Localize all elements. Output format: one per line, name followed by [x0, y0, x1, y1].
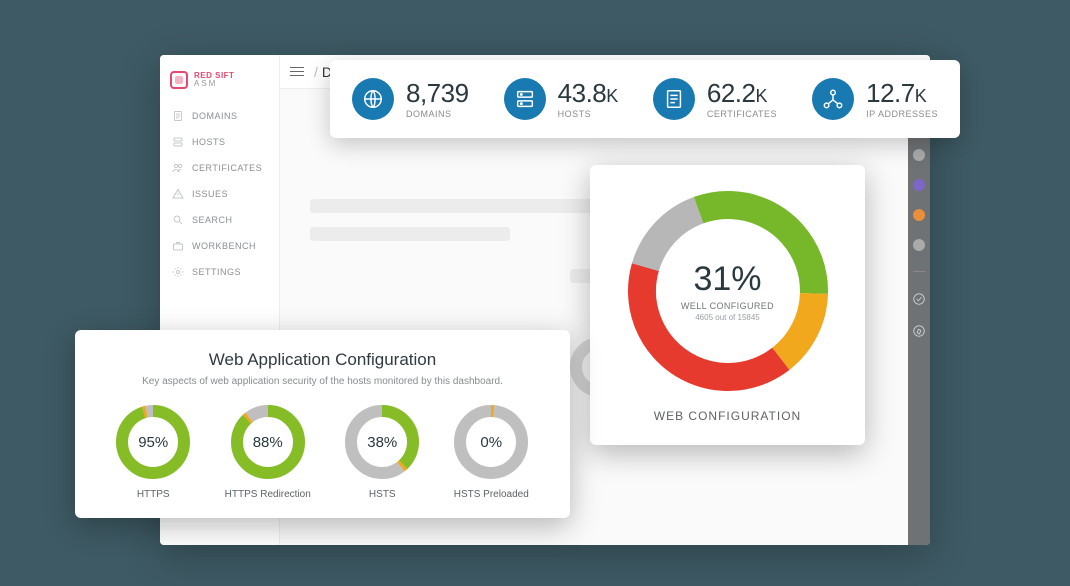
wac-item-3: 0% HSTS Preloaded — [454, 405, 529, 500]
rail-separator — [913, 271, 925, 272]
rail-dot-2[interactable] — [913, 179, 925, 191]
wac-donut: 38% — [345, 405, 419, 479]
metric-label: IP ADDRESSES — [866, 110, 938, 119]
menu-toggle-icon[interactable] — [290, 67, 304, 77]
wac-label: HSTS — [369, 489, 396, 500]
sidebar-item-label: CERTIFICATES — [192, 163, 262, 173]
wc-center-line1: WELL CONFIGURED — [681, 301, 774, 311]
sidebar-item-certificates[interactable]: CERTIFICATES — [160, 155, 279, 181]
network-icon — [822, 88, 844, 110]
wac-item-2: 38% HSTS — [345, 405, 419, 500]
globe-icon — [362, 88, 384, 110]
hosts-icon — [172, 136, 184, 148]
wac-percent: 38% — [345, 405, 419, 479]
metric-label: CERTIFICATES — [707, 110, 777, 119]
sidebar-item-hosts[interactable]: HOSTS — [160, 129, 279, 155]
rail-dot-4[interactable] — [913, 239, 925, 251]
sidebar-item-label: HOSTS — [192, 137, 226, 147]
rail-tool-icon[interactable] — [912, 292, 926, 306]
rail-dot-1[interactable] — [913, 149, 925, 161]
wc-percent: 31% — [693, 260, 761, 299]
metric-value: 43.8 — [558, 78, 607, 108]
sidebar-item-search[interactable]: SEARCH — [160, 207, 279, 233]
wac-percent: 88% — [231, 405, 305, 479]
wac-percent: 95% — [116, 405, 190, 479]
metric-suffix: K — [915, 86, 927, 106]
server-icon — [514, 88, 536, 110]
wac-percent: 0% — [454, 405, 528, 479]
placeholder-bar — [310, 227, 510, 241]
web-configuration-card: 31% WELL CONFIGURED 4605 out of 15845 WE… — [590, 165, 865, 445]
wc-title: WEB CONFIGURATION — [610, 409, 845, 423]
brand: RED SIFT ASM — [160, 65, 279, 103]
web-configuration-donut: 31% WELL CONFIGURED 4605 out of 15845 — [628, 191, 828, 391]
sidebar-item-workbench[interactable]: WORKBENCH — [160, 233, 279, 259]
wac-donut: 95% — [116, 405, 190, 479]
sidebar-item-label: SETTINGS — [192, 267, 241, 277]
sidebar-item-issues[interactable]: ISSUES — [160, 181, 279, 207]
sidebar-item-domains[interactable]: DOMAINS — [160, 103, 279, 129]
gear-icon — [172, 266, 184, 278]
wac-label: HTTPS — [137, 489, 170, 500]
wac-subtitle: Key aspects of web application security … — [99, 376, 546, 387]
wac-item-1: 88% HTTPS Redirection — [225, 405, 311, 500]
wac-title: Web Application Configuration — [99, 350, 546, 370]
sidebar-item-label: SEARCH — [192, 215, 233, 225]
metric-label: HOSTS — [558, 110, 618, 119]
rail-dot-3[interactable] — [913, 209, 925, 221]
sidebar-item-settings[interactable]: SETTINGS — [160, 259, 279, 285]
metric-domains: 8,739 DOMAINS — [352, 78, 469, 120]
metric-hosts: 43.8K HOSTS — [504, 78, 618, 120]
metric-certificates: 62.2K CERTIFICATES — [653, 78, 777, 120]
wac-label: HSTS Preloaded — [454, 489, 529, 500]
certificate-icon — [663, 88, 685, 110]
search-icon — [172, 214, 184, 226]
people-icon — [172, 162, 184, 174]
metric-suffix: K — [606, 86, 618, 106]
metrics-card: 8,739 DOMAINS 43.8K HOSTS 62.2K CERTIFIC… — [330, 60, 960, 138]
metric-icon-wrap — [504, 78, 546, 120]
web-app-config-card: Web Application Configuration Key aspect… — [75, 330, 570, 518]
sidebar-item-label: DOMAINS — [192, 111, 238, 121]
metric-value: 8,739 — [406, 78, 469, 108]
metric-icon-wrap — [812, 78, 854, 120]
metric-icon-wrap — [352, 78, 394, 120]
metric-label: DOMAINS — [406, 110, 469, 119]
wac-item-0: 95% HTTPS — [116, 405, 190, 500]
document-icon — [172, 110, 184, 122]
briefcase-icon — [172, 240, 184, 252]
wac-donut: 0% — [454, 405, 528, 479]
wac-label: HTTPS Redirection — [225, 489, 311, 500]
brand-line2: ASM — [194, 80, 234, 88]
metric-icon-wrap — [653, 78, 695, 120]
sidebar-item-label: ISSUES — [192, 189, 228, 199]
metric-ips: 12.7K IP ADDRESSES — [812, 78, 938, 120]
rail-compass-icon[interactable] — [912, 324, 926, 338]
metric-suffix: K — [755, 86, 767, 106]
brand-logo-icon — [170, 71, 188, 89]
wc-center-line2: 4605 out of 15845 — [695, 313, 760, 322]
sidebar-item-label: WORKBENCH — [192, 241, 256, 251]
wac-donut: 88% — [231, 405, 305, 479]
metric-value: 62.2 — [707, 78, 756, 108]
metric-value: 12.7 — [866, 78, 915, 108]
warning-icon — [172, 188, 184, 200]
right-rail — [908, 89, 930, 545]
